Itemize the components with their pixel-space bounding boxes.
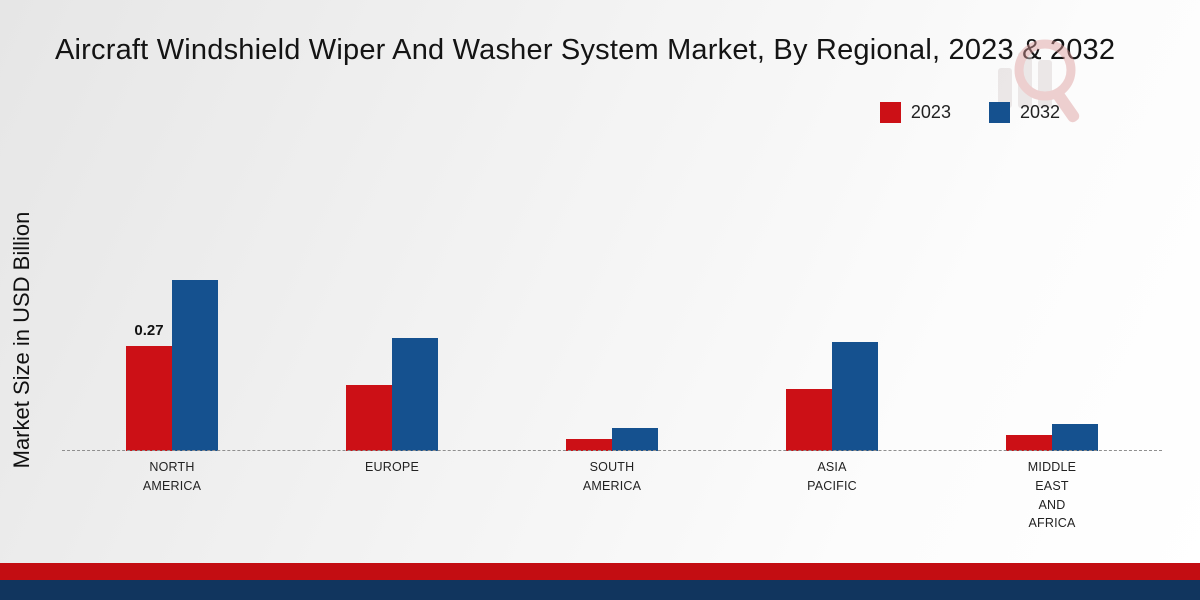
footer-navy-strip (0, 580, 1200, 600)
bar-2032-middle-east-and-africa (1052, 424, 1098, 451)
bar-value-label-north-america: 0.27 (134, 322, 164, 339)
bars-asia-pacific (786, 342, 878, 451)
legend: 2023 2032 (879, 102, 1060, 123)
bar-group-south-america: SOUTH AMERICA (566, 428, 658, 493)
x-axis-baseline (62, 450, 1162, 451)
bar-2023-south-america (566, 439, 612, 451)
bar-2032-asia-pacific (832, 342, 878, 451)
legend-label-2023: 2023 (910, 102, 951, 122)
bars-south-america (566, 428, 658, 451)
watermark-logo (998, 39, 1080, 123)
bar-2032-north-america (172, 280, 218, 451)
bars-north-america: 0.27 (126, 280, 218, 451)
bars-middle-east-and-africa (1006, 424, 1098, 451)
legend-item-2032: 2032 (988, 102, 1060, 123)
chart-title: Aircraft Windshield Wiper And Washer Sys… (55, 34, 1116, 66)
legend-swatch-2023 (879, 102, 901, 123)
bars-europe (346, 338, 438, 451)
category-label-south-america: SOUTH AMERICA (582, 460, 642, 493)
bar-group-europe: EUROPE (346, 338, 438, 474)
plot-area: 0.27 NORTH AMERICA EUROPE SOUTH AMERICA ASIA… (62, 150, 1162, 530)
category-label-middle-east-and-africa: MIDDLE EAST AND AFRICA (1027, 460, 1077, 531)
bar-group-north-america: 0.27 NORTH AMERICA (126, 280, 218, 493)
bar-2032-europe (392, 338, 438, 451)
y-axis-label: Market Size in USD Billion (9, 211, 34, 469)
bar-groups: 0.27 NORTH AMERICA EUROPE SOUTH AMERICA ASIA… (62, 150, 1162, 530)
legend-swatch-2032 (988, 102, 1010, 123)
bar-2023-asia-pacific (786, 389, 832, 451)
category-label-europe: EUROPE (365, 460, 419, 474)
bar-2023-europe (346, 385, 392, 451)
bar-2023-middle-east-and-africa (1006, 435, 1052, 451)
bar-2023-north-america: 0.27 (126, 322, 172, 451)
bar-2032-south-america (612, 428, 658, 451)
footer-red-strip (0, 563, 1200, 580)
category-label-north-america: NORTH AMERICA (142, 460, 202, 493)
category-label-asia-pacific: ASIA PACIFIC (807, 460, 857, 493)
legend-item-2023: 2023 (879, 102, 951, 123)
legend-label-2032: 2032 (1019, 102, 1060, 122)
bar-group-asia-pacific: ASIA PACIFIC (786, 342, 878, 493)
bar-group-middle-east-and-africa: MIDDLE EAST AND AFRICA (1006, 424, 1098, 530)
